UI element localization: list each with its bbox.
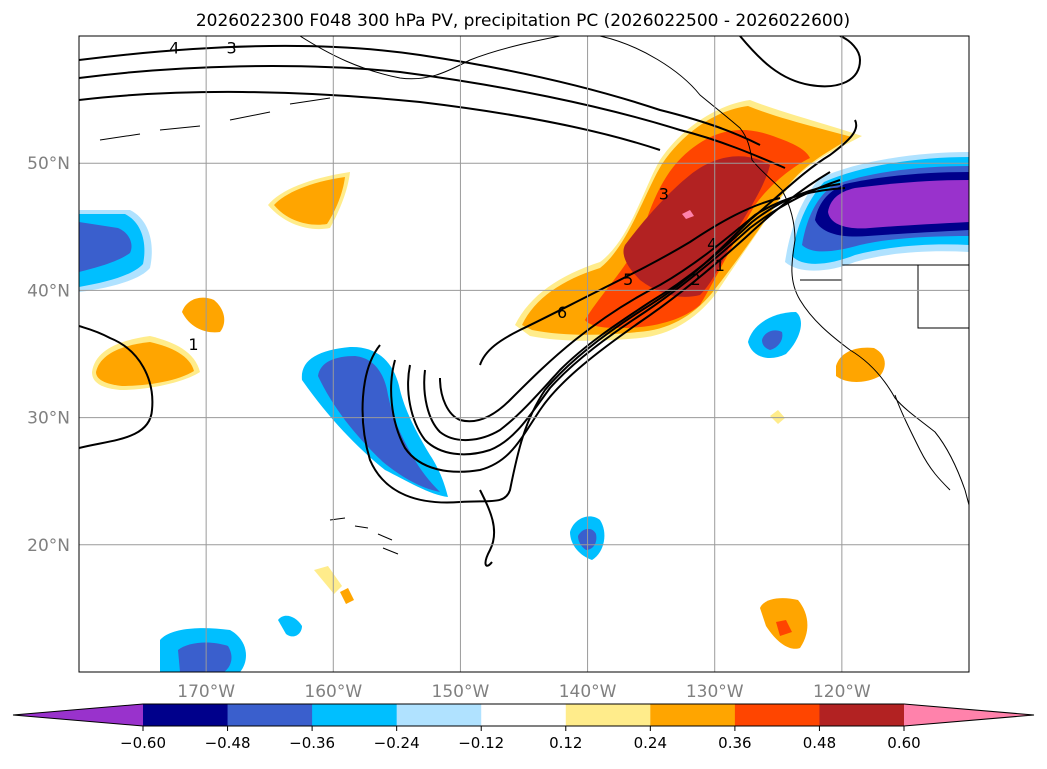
pv-contour-8 [79,44,761,146]
blob-southwest-orange-inner [96,342,194,386]
pv-contour-label: 1 [188,335,198,354]
north-america-coastline [599,36,969,506]
map-frame [78,35,970,673]
lon-tick-label: 130°W [686,682,744,702]
colorbar-segment [819,704,905,726]
blob-orange-small-2 [340,588,354,604]
pv-contour-12 [479,489,496,567]
pv-contour-4 [407,179,841,456]
pv-contour-label: 3 [659,185,669,204]
pv-contour-label: 4 [707,234,717,253]
pv-contour-7 [479,197,781,366]
colorbar-segment [565,704,651,726]
pv-contour-5 [423,183,841,442]
lat-tick-label: 30°N [27,409,70,429]
blob-west-orange-inner [274,177,345,225]
colorbar: −0.60 −0.48 −0.36 −0.24 −0.12 0.12 0.24 0.36 0.4… [12,703,1035,752]
colorbar-tick-label: 0.12 [549,734,582,752]
ar-peak [682,210,694,219]
colorbar-segment [650,704,736,726]
pv-contour-3 [390,171,831,473]
lon-tick-labels: 170°W 160°W 150°W 140°W 130°W 120°W [177,682,871,702]
coastlines [99,36,969,555]
colorbar-tick-label: −0.24 [374,734,420,752]
colorbar-segment [481,704,567,726]
colorbar-tick-label: 0.24 [634,734,667,752]
pv-contour-10 [79,90,661,151]
aleutians [99,97,331,141]
alaska-coast [299,36,561,80]
colorbar-extend-low [13,704,143,726]
blob-small-negative [278,615,302,637]
colorbar-segment [227,704,313,726]
colorbar-extend-high [904,704,1034,726]
blob-yellow-2 [770,410,785,424]
colorbar-tick-label: 0.48 [803,734,836,752]
colorbar-tick-label: 0.36 [718,734,751,752]
pv-contour-label: 2 [691,270,701,289]
lon-tick-label: 170°W [177,682,235,702]
lat-tick-label: 20°N [27,536,70,556]
gridlines [79,36,969,672]
colorbar-segment [396,704,482,726]
lon-tick-label: 140°W [559,682,617,702]
dateline-negative-royal [79,222,132,272]
pv-contour-1 [79,325,154,449]
colorbar-tick-label: −0.12 [458,734,504,752]
colorbar-segment [312,704,398,726]
blob-south-red [776,620,792,636]
lat-tick-labels: 20°N 30°N 40°N 50°N [27,154,70,556]
pv-contour-2 [361,119,858,504]
blob-baja-orange [836,347,885,382]
lat-tick-label: 40°N [27,281,70,301]
ar-max [623,156,770,297]
lon-tick-label: 120°W [813,682,871,702]
pv-contour-label: 3 [226,38,236,57]
colorbar-segment [734,704,820,726]
lon-tick-label: 160°W [304,682,362,702]
pv-contour-label: 4 [169,38,179,57]
lat-tick-label: 50°N [27,154,70,174]
pv-contours [79,36,862,567]
lon-tick-label: 150°W [432,682,490,702]
chart-title: 2026022300 F048 300 hPa PV, precipitatio… [196,11,850,31]
west-us-purple [828,180,969,229]
colorbar-tick-label: −0.36 [289,734,335,752]
pv-contour-label: 6 [557,303,567,322]
baja-coastline [894,394,951,491]
blob-california-negative-inner [762,330,783,350]
hawaii [329,517,399,555]
pv-contour-label: 1 [715,256,725,275]
central-pacific-negative-inner [318,356,440,492]
blob-yellow-1 [314,566,342,594]
pv-contour-label: 5 [623,270,633,289]
colorbar-tick-label: −0.48 [205,734,251,752]
blob-hawaii-negative-inner [178,642,232,672]
pv-contour-6 [439,187,846,423]
blob-small-orange [182,297,225,333]
colorbar-tick-label: 0.60 [887,734,920,752]
pv-contour-11 [739,36,862,88]
colorbar-segment [143,704,229,726]
colorbar-tick-label: −0.60 [120,734,166,752]
